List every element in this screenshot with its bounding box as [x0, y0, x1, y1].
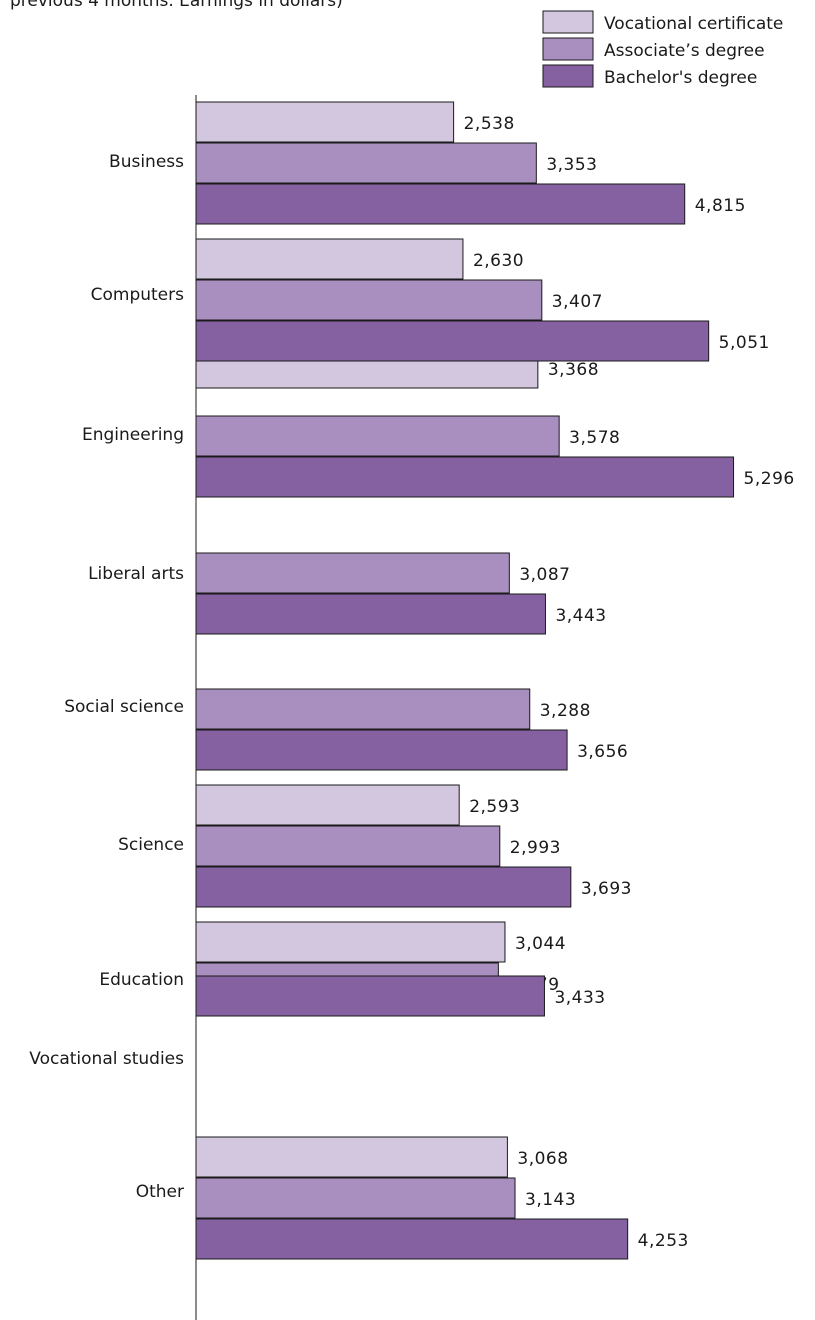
category-label: Vocational studies — [29, 1049, 184, 1069]
bar — [195, 456, 735, 498]
data-label: 3,353 — [546, 155, 597, 175]
data-label: 3,578 — [569, 428, 620, 448]
bar — [195, 729, 568, 771]
category-label: Engineering — [82, 425, 184, 445]
data-label: 2,630 — [473, 251, 524, 271]
data-label: 3,433 — [554, 988, 605, 1008]
legend-label: Vocational certificate — [604, 14, 783, 34]
data-label: 3,044 — [515, 934, 566, 954]
data-label: 3,087 — [519, 565, 570, 585]
bar — [195, 415, 560, 457]
data-label: 3,407 — [552, 292, 603, 312]
legend-swatch — [542, 37, 594, 61]
bar — [195, 183, 686, 225]
bar — [195, 1218, 629, 1260]
bar — [195, 1177, 516, 1219]
category-label: Business — [109, 152, 184, 172]
category-label: Education — [99, 970, 184, 990]
bar — [195, 142, 537, 184]
data-label: 3,068 — [517, 1149, 568, 1169]
data-label: 3,288 — [540, 701, 591, 721]
bar — [195, 688, 531, 730]
bar — [195, 975, 545, 1017]
legend-label: Associate’s degree — [604, 41, 765, 61]
data-label: 2,593 — [469, 797, 520, 817]
legend-swatch — [542, 64, 594, 88]
bar — [195, 279, 543, 321]
bar — [195, 784, 460, 826]
bar — [195, 320, 710, 362]
data-label: 3,656 — [577, 742, 628, 762]
data-label: 3,368 — [548, 360, 599, 380]
data-label: 4,815 — [695, 196, 746, 216]
data-label: 3,443 — [555, 606, 606, 626]
bar — [195, 866, 572, 908]
bar — [195, 238, 464, 280]
category-label: Social science — [64, 697, 184, 717]
data-label: 2,538 — [464, 114, 515, 134]
legend-label: Bachelor's degree — [604, 68, 757, 88]
data-label: 3,143 — [525, 1190, 576, 1210]
bar — [195, 593, 546, 635]
data-label: 4,253 — [638, 1231, 689, 1251]
data-label: 5,051 — [719, 333, 770, 353]
legend-swatch — [542, 10, 594, 34]
bar — [195, 552, 510, 594]
category-label: Computers — [91, 285, 185, 305]
data-label: 5,296 — [744, 469, 795, 489]
bar — [195, 825, 501, 867]
data-label: 3,693 — [581, 879, 632, 899]
category-label: Science — [118, 835, 184, 855]
bar — [195, 1136, 508, 1178]
chart-subtitle: previous 4 months. Earnings in dollars) — [10, 0, 343, 11]
category-label: Other — [136, 1182, 184, 1202]
data-label: 2,993 — [510, 838, 561, 858]
bar — [195, 101, 455, 143]
category-label: Liberal arts — [88, 564, 184, 584]
bar — [195, 921, 506, 963]
